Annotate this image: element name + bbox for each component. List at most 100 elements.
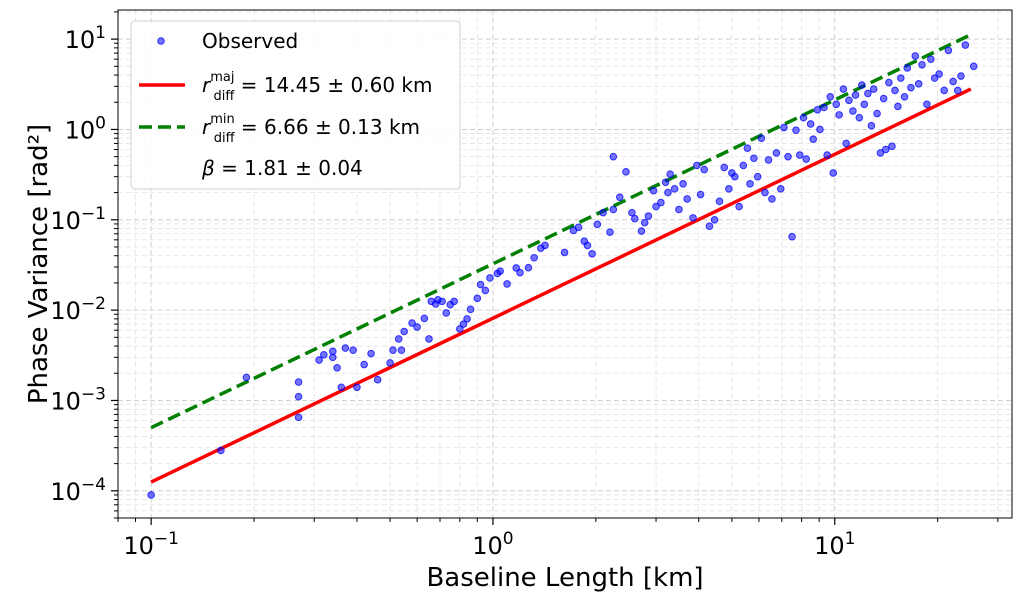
observed-point bbox=[664, 188, 672, 197]
fit-lines bbox=[150, 33, 972, 484]
y-tick-base: 10 bbox=[65, 26, 96, 54]
y-tick-exponent: −4 bbox=[81, 475, 106, 495]
observed-point bbox=[710, 215, 719, 224]
observed-point bbox=[885, 78, 893, 87]
x-axis-label: Baseline Length [km] bbox=[426, 563, 703, 593]
observed-point bbox=[940, 86, 948, 95]
observed-point bbox=[442, 309, 451, 317]
observed-point bbox=[845, 96, 853, 105]
observed-point bbox=[588, 250, 596, 258]
legend-label: Observed bbox=[202, 29, 298, 53]
observed-point bbox=[839, 85, 848, 93]
observed-point bbox=[609, 205, 618, 214]
observed-point bbox=[918, 60, 926, 69]
observed-point bbox=[466, 305, 475, 314]
observed-point bbox=[735, 202, 743, 211]
y-tick-base: 10 bbox=[50, 478, 81, 506]
observed-point bbox=[397, 346, 406, 355]
legend-symbol: r bbox=[202, 115, 212, 139]
observed-point bbox=[849, 107, 857, 115]
observed-point bbox=[768, 195, 776, 203]
observed-point bbox=[408, 319, 416, 327]
observed-point bbox=[473, 294, 482, 303]
x-tick-exponent: −1 bbox=[154, 529, 179, 549]
observed-point bbox=[315, 356, 323, 364]
observed-point bbox=[503, 280, 511, 288]
observed-point bbox=[593, 220, 602, 229]
observed-point bbox=[583, 241, 592, 250]
observed-point bbox=[705, 222, 714, 230]
observed-point bbox=[294, 378, 303, 386]
observed-point bbox=[661, 178, 670, 187]
observed-point bbox=[217, 446, 225, 455]
observed-point bbox=[675, 205, 683, 214]
observed-point bbox=[524, 263, 533, 272]
observed-point bbox=[337, 383, 346, 392]
observed-point bbox=[858, 81, 866, 89]
observed-point bbox=[560, 248, 569, 257]
fit-line-maj bbox=[150, 87, 972, 484]
observed-point bbox=[353, 383, 361, 392]
observed-point bbox=[914, 80, 923, 88]
observed-point bbox=[860, 100, 869, 109]
legend-symbol: β bbox=[201, 156, 215, 180]
y-tick-base: 10 bbox=[50, 207, 81, 235]
x-tick-base: 10 bbox=[814, 532, 845, 560]
observed-point bbox=[606, 228, 614, 236]
observed-point bbox=[969, 62, 978, 71]
observed-point bbox=[640, 218, 649, 227]
observed-point bbox=[628, 208, 636, 217]
observed-point bbox=[360, 360, 368, 369]
observed-point bbox=[867, 121, 876, 130]
observed-point bbox=[450, 297, 458, 306]
observed-point bbox=[879, 94, 888, 103]
legend-value: = 14.45 ± 0.60 km bbox=[234, 73, 432, 97]
observed-point bbox=[855, 113, 864, 122]
observed-point bbox=[496, 267, 504, 275]
observed-point bbox=[615, 193, 624, 201]
observed-point bbox=[657, 198, 665, 207]
y-tick-base: 10 bbox=[50, 297, 81, 325]
observed-point bbox=[888, 142, 896, 151]
observed-point bbox=[826, 92, 835, 101]
observed-point bbox=[649, 186, 658, 195]
y-tick-label: 10−2 bbox=[50, 294, 106, 325]
legend-subscript: diff bbox=[213, 89, 235, 104]
y-tick-exponent: −2 bbox=[81, 294, 106, 314]
y-tick-exponent: 1 bbox=[95, 23, 106, 43]
observed-point bbox=[953, 86, 962, 95]
observed-point bbox=[630, 214, 639, 223]
observed-point bbox=[911, 52, 920, 60]
observed-point bbox=[806, 120, 815, 128]
observed-point bbox=[652, 202, 660, 211]
y-tick-label: 10−4 bbox=[50, 475, 106, 506]
x-tick-exponent: 1 bbox=[845, 529, 856, 549]
observed-point bbox=[679, 180, 687, 188]
y-tick-exponent: −3 bbox=[81, 384, 106, 404]
observed-point bbox=[746, 180, 754, 188]
observed-point bbox=[367, 349, 375, 358]
x-tick-label: 10−1 bbox=[123, 529, 179, 560]
observed-point bbox=[795, 151, 804, 159]
observed-point bbox=[802, 155, 811, 163]
observed-point bbox=[780, 123, 788, 132]
observed-point bbox=[864, 89, 872, 98]
scatter-points bbox=[147, 41, 978, 499]
legend-subscript: diff bbox=[214, 131, 236, 146]
legend-label: β = 1.81 ± 0.04 bbox=[201, 156, 363, 180]
legend-label: rmin diff = 6.66 ± 0.13 km bbox=[202, 112, 420, 146]
observed-point bbox=[792, 126, 800, 135]
observed-point bbox=[907, 83, 915, 92]
observed-point bbox=[689, 214, 697, 222]
legend-superscript: maj bbox=[210, 70, 234, 85]
observed-point bbox=[242, 373, 251, 382]
observed-point bbox=[743, 144, 752, 153]
observed-point bbox=[927, 55, 935, 63]
observed-point bbox=[869, 85, 878, 93]
observed-point bbox=[873, 109, 881, 118]
observed-point bbox=[516, 268, 524, 277]
y-tick-label: 100 bbox=[65, 113, 106, 144]
observed-point bbox=[476, 280, 485, 289]
observed-point bbox=[949, 77, 957, 86]
x-tick-label: 101 bbox=[814, 529, 855, 560]
